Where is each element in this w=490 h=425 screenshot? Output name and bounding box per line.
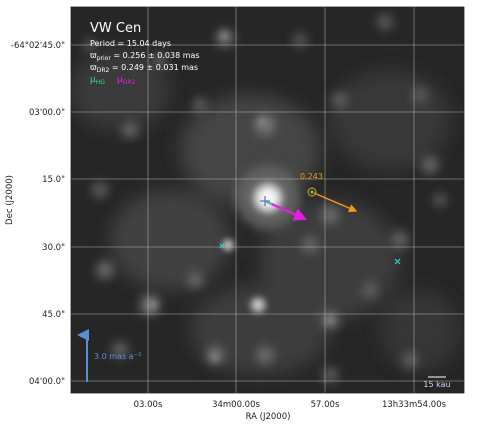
frame-corner-ticks [70,6,465,394]
pm-scale-arrow: 3.0 mas a−1 [77,329,142,382]
mu-dr2-sub: DR2 [123,79,136,86]
y-axis-title: Dec (J2000) [5,175,15,225]
prior-parallax-symbol: ϖ [90,51,97,60]
coordinate-grid [71,7,464,393]
x-tick-label: 34m00.00s [212,400,260,410]
pm-scale-text: 3.0 mas a−1 [94,352,142,361]
mu-hg-legend: μHG [90,75,105,86]
companion-dot-icon [310,190,314,194]
companion-annotation: 0.243 [300,172,358,213]
y-tick-label: 30.0" [42,243,65,253]
x-axis: 03.00s 34m00.00s 57.00s 13h33m54.00s RA … [134,400,447,422]
y-tick-label: 03'00.0" [29,108,65,118]
mu-hg-sub: HG [96,79,106,86]
companion-circle-icon [307,187,317,197]
companion-arrow [313,192,358,213]
cross-marker-icon [219,243,225,249]
prior-parallax-sub: prior [97,55,112,62]
x-tick-label: 13h33m54.00s [382,400,447,410]
y-tick-label: 15.0" [42,175,65,185]
period-text: Period = 15.04 days [90,39,171,48]
cross-marker-icon [394,258,401,265]
dr2-parallax-sub: DR2 [97,67,110,74]
target-annotations [260,196,308,221]
figure-title: VW Cen [90,21,141,36]
y-tick-label: 45.0" [42,310,65,320]
info-block: VW Cen Period = 15.04 days ϖprior = 0.25… [90,21,200,86]
x-tick-label: 03.00s [134,400,163,410]
cyan-markers [219,243,401,265]
y-axis: -64°02'45.0" 03'00.0" 15.0" 30.0" 45.0" … [5,41,65,387]
mu-hg-symbol: μ [90,75,96,85]
x-tick-label: 57.00s [311,400,340,410]
pm-scale-exp: −1 [134,352,142,358]
plot-frame [70,6,465,394]
x-axis-title: RA (J2000) [246,412,291,422]
dr2-parallax-symbol: ϖ [90,63,97,72]
mu-dr2-symbol: μ [117,75,123,85]
mu-dr2-legend: μDR2 [117,75,136,86]
target-cross-icon [260,196,270,206]
distance-scale-label: 15 kau [423,380,450,389]
dr2-parallax-value: = 0.249 ± 0.031 mas [109,63,198,72]
companion-parallax-label: 0.243 [300,172,323,181]
sky-image [71,7,464,393]
prior-parallax-value: = 0.256 ± 0.038 mas [111,51,200,60]
dr2-parallax: ϖDR2 = 0.249 ± 0.031 mas [90,63,198,74]
y-tick-label: 04'00.0" [29,377,65,387]
prior-parallax: ϖprior = 0.256 ± 0.038 mas [90,51,200,62]
y-tick-label: -64°02'45.0" [11,41,65,51]
pm-scale-value: 3.0 mas a [94,352,134,361]
distance-scale-bar: 15 kau [423,376,451,389]
